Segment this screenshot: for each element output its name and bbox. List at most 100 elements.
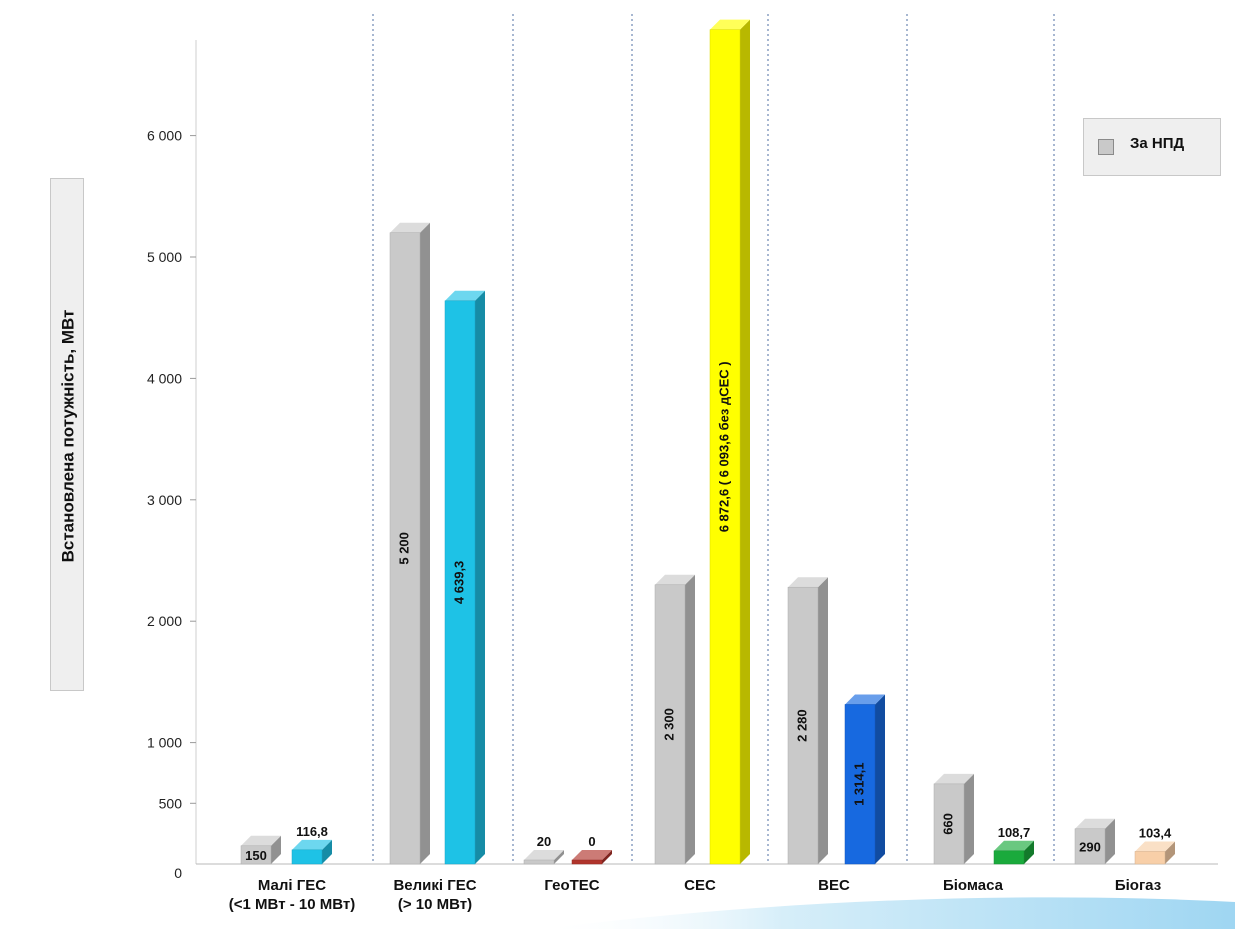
bar-value-label: 2 280 xyxy=(794,709,809,742)
x-category-name: СЕС xyxy=(684,877,716,894)
bar-value-label: 0 xyxy=(588,834,595,849)
bar-top xyxy=(710,19,750,30)
bar-value-label: 116,8 xyxy=(296,824,328,839)
bar xyxy=(993,840,1034,865)
bar-value-label: 2 300 xyxy=(661,708,676,741)
bar xyxy=(1134,841,1175,865)
x-category-label: СЕС xyxy=(630,876,770,895)
x-category-sublabel: (<1 МВт - 10 МВт) xyxy=(228,896,356,913)
bar-value-label: 103,4 xyxy=(1139,825,1172,840)
bar xyxy=(844,694,885,865)
y-axis-label-box: Встановлена потужність, МВт xyxy=(50,178,84,691)
decorative-wave xyxy=(540,897,1235,929)
bar-side xyxy=(475,290,485,865)
y-tick-label: 6 000 xyxy=(147,128,182,144)
y-tick-label: 3 000 xyxy=(147,492,182,508)
y-tick-label: 4 000 xyxy=(147,370,182,386)
y-tick-label: 1 000 xyxy=(147,735,182,751)
bar-value-label: 290 xyxy=(1079,839,1101,854)
x-category-name: Біогаз xyxy=(1114,877,1162,894)
bar-front xyxy=(709,29,741,865)
bar-top xyxy=(994,840,1034,851)
x-category-name: ВЕС xyxy=(818,877,850,894)
x-category-label: ГеоТЕС xyxy=(502,876,642,895)
bar-side xyxy=(685,574,695,864)
bar-top xyxy=(788,577,828,588)
bar-side xyxy=(602,850,612,864)
bar xyxy=(933,773,974,865)
bar-front xyxy=(523,859,555,865)
bar-value-label: 5 200 xyxy=(396,532,411,565)
bar-side xyxy=(554,850,564,864)
bar-top xyxy=(572,850,612,860)
bar xyxy=(571,850,612,865)
y-tick-label: 5 000 xyxy=(147,249,182,265)
x-category-label: Біомаса xyxy=(903,876,1043,895)
bar xyxy=(523,850,564,865)
bar xyxy=(1074,818,1115,865)
bar-top xyxy=(390,222,430,233)
bar xyxy=(291,839,332,865)
bar-value-label: 108,7 xyxy=(998,825,1031,840)
bar xyxy=(654,574,695,865)
bar-side xyxy=(875,694,885,864)
bar-value-label: 6 872,6 ( 6 093,6 без дСЕС ) xyxy=(716,361,731,532)
bar-value-label: 20 xyxy=(537,834,551,849)
bar-top xyxy=(241,835,281,846)
bar-front xyxy=(993,850,1025,865)
bar-top xyxy=(655,574,695,585)
bar-side xyxy=(740,19,750,864)
bar-side xyxy=(420,222,430,865)
y-ticks: 0 500 1 000 2 000 3 000 4 000 5 000 6 000 xyxy=(147,128,196,881)
x-category-label: Великі ГЕС (> 10 МВт) xyxy=(365,876,505,914)
bar-side xyxy=(1165,841,1175,864)
bar-side xyxy=(322,839,332,864)
bar-front xyxy=(654,584,686,865)
x-category-name: Великі ГЕС xyxy=(393,877,477,894)
bar-front xyxy=(933,783,965,865)
bar-front xyxy=(291,849,323,865)
bar-side xyxy=(1105,818,1115,864)
y-axis-label: Встановлена потужність, МВт xyxy=(58,309,78,563)
bar-front xyxy=(389,232,421,865)
bar-front xyxy=(787,586,819,865)
bar-top xyxy=(445,290,485,301)
y-tick-label: 2 000 xyxy=(147,613,182,629)
bar-value-label: 1 314,1 xyxy=(851,763,866,806)
bar-side xyxy=(1024,840,1034,864)
bar-top xyxy=(292,839,332,850)
bar-front xyxy=(844,704,876,865)
bar-value-label: 150 xyxy=(245,848,267,863)
bar-front xyxy=(1134,851,1166,865)
legend-swatch xyxy=(1098,139,1114,155)
x-category-name: ГеоТЕС xyxy=(544,877,600,894)
bar xyxy=(709,19,750,865)
x-category-name: Малі ГЕС xyxy=(257,877,327,894)
x-category-sublabel: (> 10 МВт) xyxy=(397,896,473,913)
x-category-label: ВЕС xyxy=(764,876,904,895)
bar-top xyxy=(524,850,564,860)
bars: 150 116,8 5 200 4 639,3 20 0 2 300 6 872,6 ( 6 … xyxy=(240,19,1175,865)
bar-front xyxy=(1074,828,1106,865)
legend: За НПД xyxy=(1083,118,1221,176)
y-tick-label: 500 xyxy=(159,795,183,811)
bar xyxy=(787,577,828,865)
bar-front xyxy=(240,845,272,865)
bar xyxy=(389,222,430,865)
bar-front xyxy=(571,859,603,865)
bar-value-label: 660 xyxy=(940,813,955,835)
category-dividers xyxy=(372,14,1055,864)
x-category-name: Біомаса xyxy=(942,877,1004,894)
x-category-label: Малі ГЕС (<1 МВт - 10 МВт) xyxy=(222,876,362,914)
x-category-label: Біогаз xyxy=(1068,876,1208,895)
legend-label: За НПД xyxy=(1130,135,1185,152)
bar-side xyxy=(271,835,281,864)
bar xyxy=(444,290,485,865)
bar-side xyxy=(964,773,974,864)
bar-top xyxy=(845,694,885,705)
bar-top xyxy=(1135,841,1175,852)
y-tick-label: 0 xyxy=(174,865,182,881)
bar xyxy=(240,835,281,865)
bar-side xyxy=(818,577,828,864)
